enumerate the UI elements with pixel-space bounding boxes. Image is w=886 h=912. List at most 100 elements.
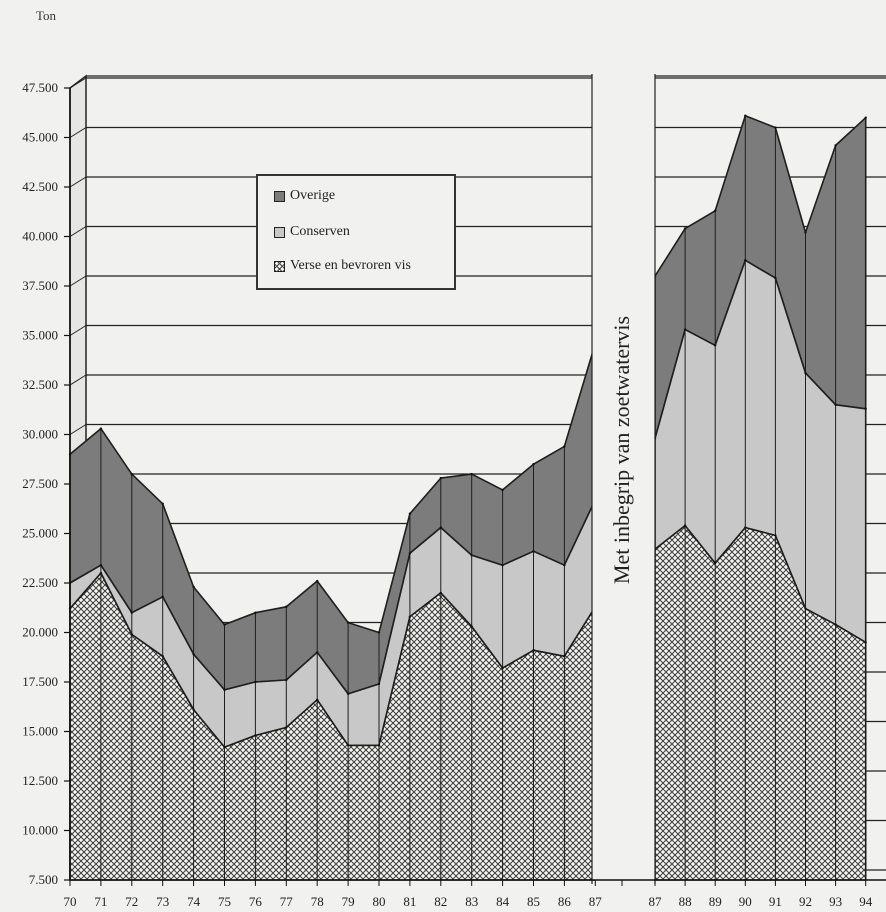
point-conserven [864,407,867,410]
y-tick-label: 30.000 [22,427,58,442]
legend-swatch-conserven [274,226,285,238]
point-conserven [161,595,164,599]
gridline-depth [69,325,87,336]
legend-label-overige: Overige [290,188,336,203]
point-verse [774,534,777,537]
x-tick-label: 73 [156,894,169,909]
point-conserven [744,259,747,262]
point-conserven [285,678,288,682]
x-tick-label: 92 [799,894,812,909]
point-overige [714,209,717,212]
point-verse [683,524,687,527]
point-overige [774,126,777,129]
point-conserven [470,554,473,557]
y-tick-label: 47.500 [22,80,58,95]
point-verse [223,746,226,749]
point-conserven [130,611,133,614]
point-overige [285,605,288,608]
point-overige [834,144,837,147]
point-verse [285,726,288,729]
point-verse [254,734,257,737]
gridline-depth [69,275,87,287]
point-conserven [501,563,504,567]
point-overige [130,472,133,476]
y-tick-label: 25.000 [22,526,58,541]
gridline-depth [69,127,87,138]
legend-label-verse: Verse en bevroren vis [290,258,411,273]
point-overige [316,579,319,583]
point-overige [377,631,381,634]
point-verse [563,655,566,658]
point-verse [161,655,164,658]
point-verse [470,625,473,628]
legend-swatch-verse [274,260,285,272]
x-tick-label: 76 [249,894,263,909]
point-conserven [683,328,687,331]
x-tick-label: 94 [859,894,873,909]
point-overige [408,512,412,515]
x-tick-label: 79 [342,894,355,909]
point-overige [161,502,164,505]
y-tick-label: 37.500 [22,278,58,293]
point-overige [864,116,867,119]
point-conserven [563,563,566,567]
point-overige [223,623,226,626]
x-tick-label: 86 [558,894,572,909]
x-tick-label: 90 [739,894,752,909]
point-verse [439,591,442,595]
x-tick-label: 77 [280,894,294,909]
x-tick-label: 87 [589,894,603,909]
point-conserven [834,403,837,406]
x-tick-label: 74 [187,894,201,909]
point-conserven [254,680,257,684]
point-conserven [439,526,442,529]
point-conserven [804,371,807,375]
legend: Overige Conserven Verse en bevroren vis [256,174,456,290]
gridline-depth [69,77,87,89]
legend-label-conserven: Conserven [290,224,350,239]
point-overige [683,227,687,230]
point-conserven [192,653,195,656]
point-verse [192,708,195,711]
point-conserven [774,276,777,280]
y-tick-label: 35.000 [22,328,58,343]
point-conserven [316,651,319,654]
x-tick-label: 89 [709,894,722,909]
y-tick-label: 10.000 [22,823,58,838]
legend-item-verse: Verse en bevroren vis [274,258,411,274]
x-tick-label: 80 [373,894,386,909]
break-band [592,74,655,880]
point-verse [346,744,350,747]
point-overige [192,585,195,589]
y-axis-unit-label: Ton [36,8,57,23]
x-tick-label: 83 [465,894,478,909]
x-tick-label: 87 [649,894,663,909]
point-overige [744,114,747,117]
point-verse [864,641,867,644]
x-tick-label: 72 [125,894,138,909]
x-tick-label: 84 [496,894,510,909]
point-overige [804,231,807,234]
point-overige [501,488,504,492]
x-tick-label: 93 [829,894,842,909]
point-conserven [377,682,381,686]
point-verse [714,562,717,565]
x-tick-label: 71 [94,894,107,909]
x-tick-label: 88 [679,894,692,909]
y-tick-label: 12.500 [22,773,58,788]
legend-item-conserven: Conserven [274,224,350,240]
point-conserven [408,552,412,555]
x-tick-label: 78 [311,894,324,909]
point-overige [254,611,257,614]
point-conserven [532,550,535,553]
x-tick-label: 70 [64,894,77,909]
legend-swatch-overige [274,190,285,202]
point-overige [470,472,473,476]
point-conserven [99,563,103,567]
point-conserven [714,344,717,347]
gridline-depth [69,424,87,435]
gridline-depth [69,374,87,386]
break-annotation: Met inbegrip van zoetwatervis [609,315,634,585]
point-verse [316,698,319,702]
point-verse [130,633,133,636]
